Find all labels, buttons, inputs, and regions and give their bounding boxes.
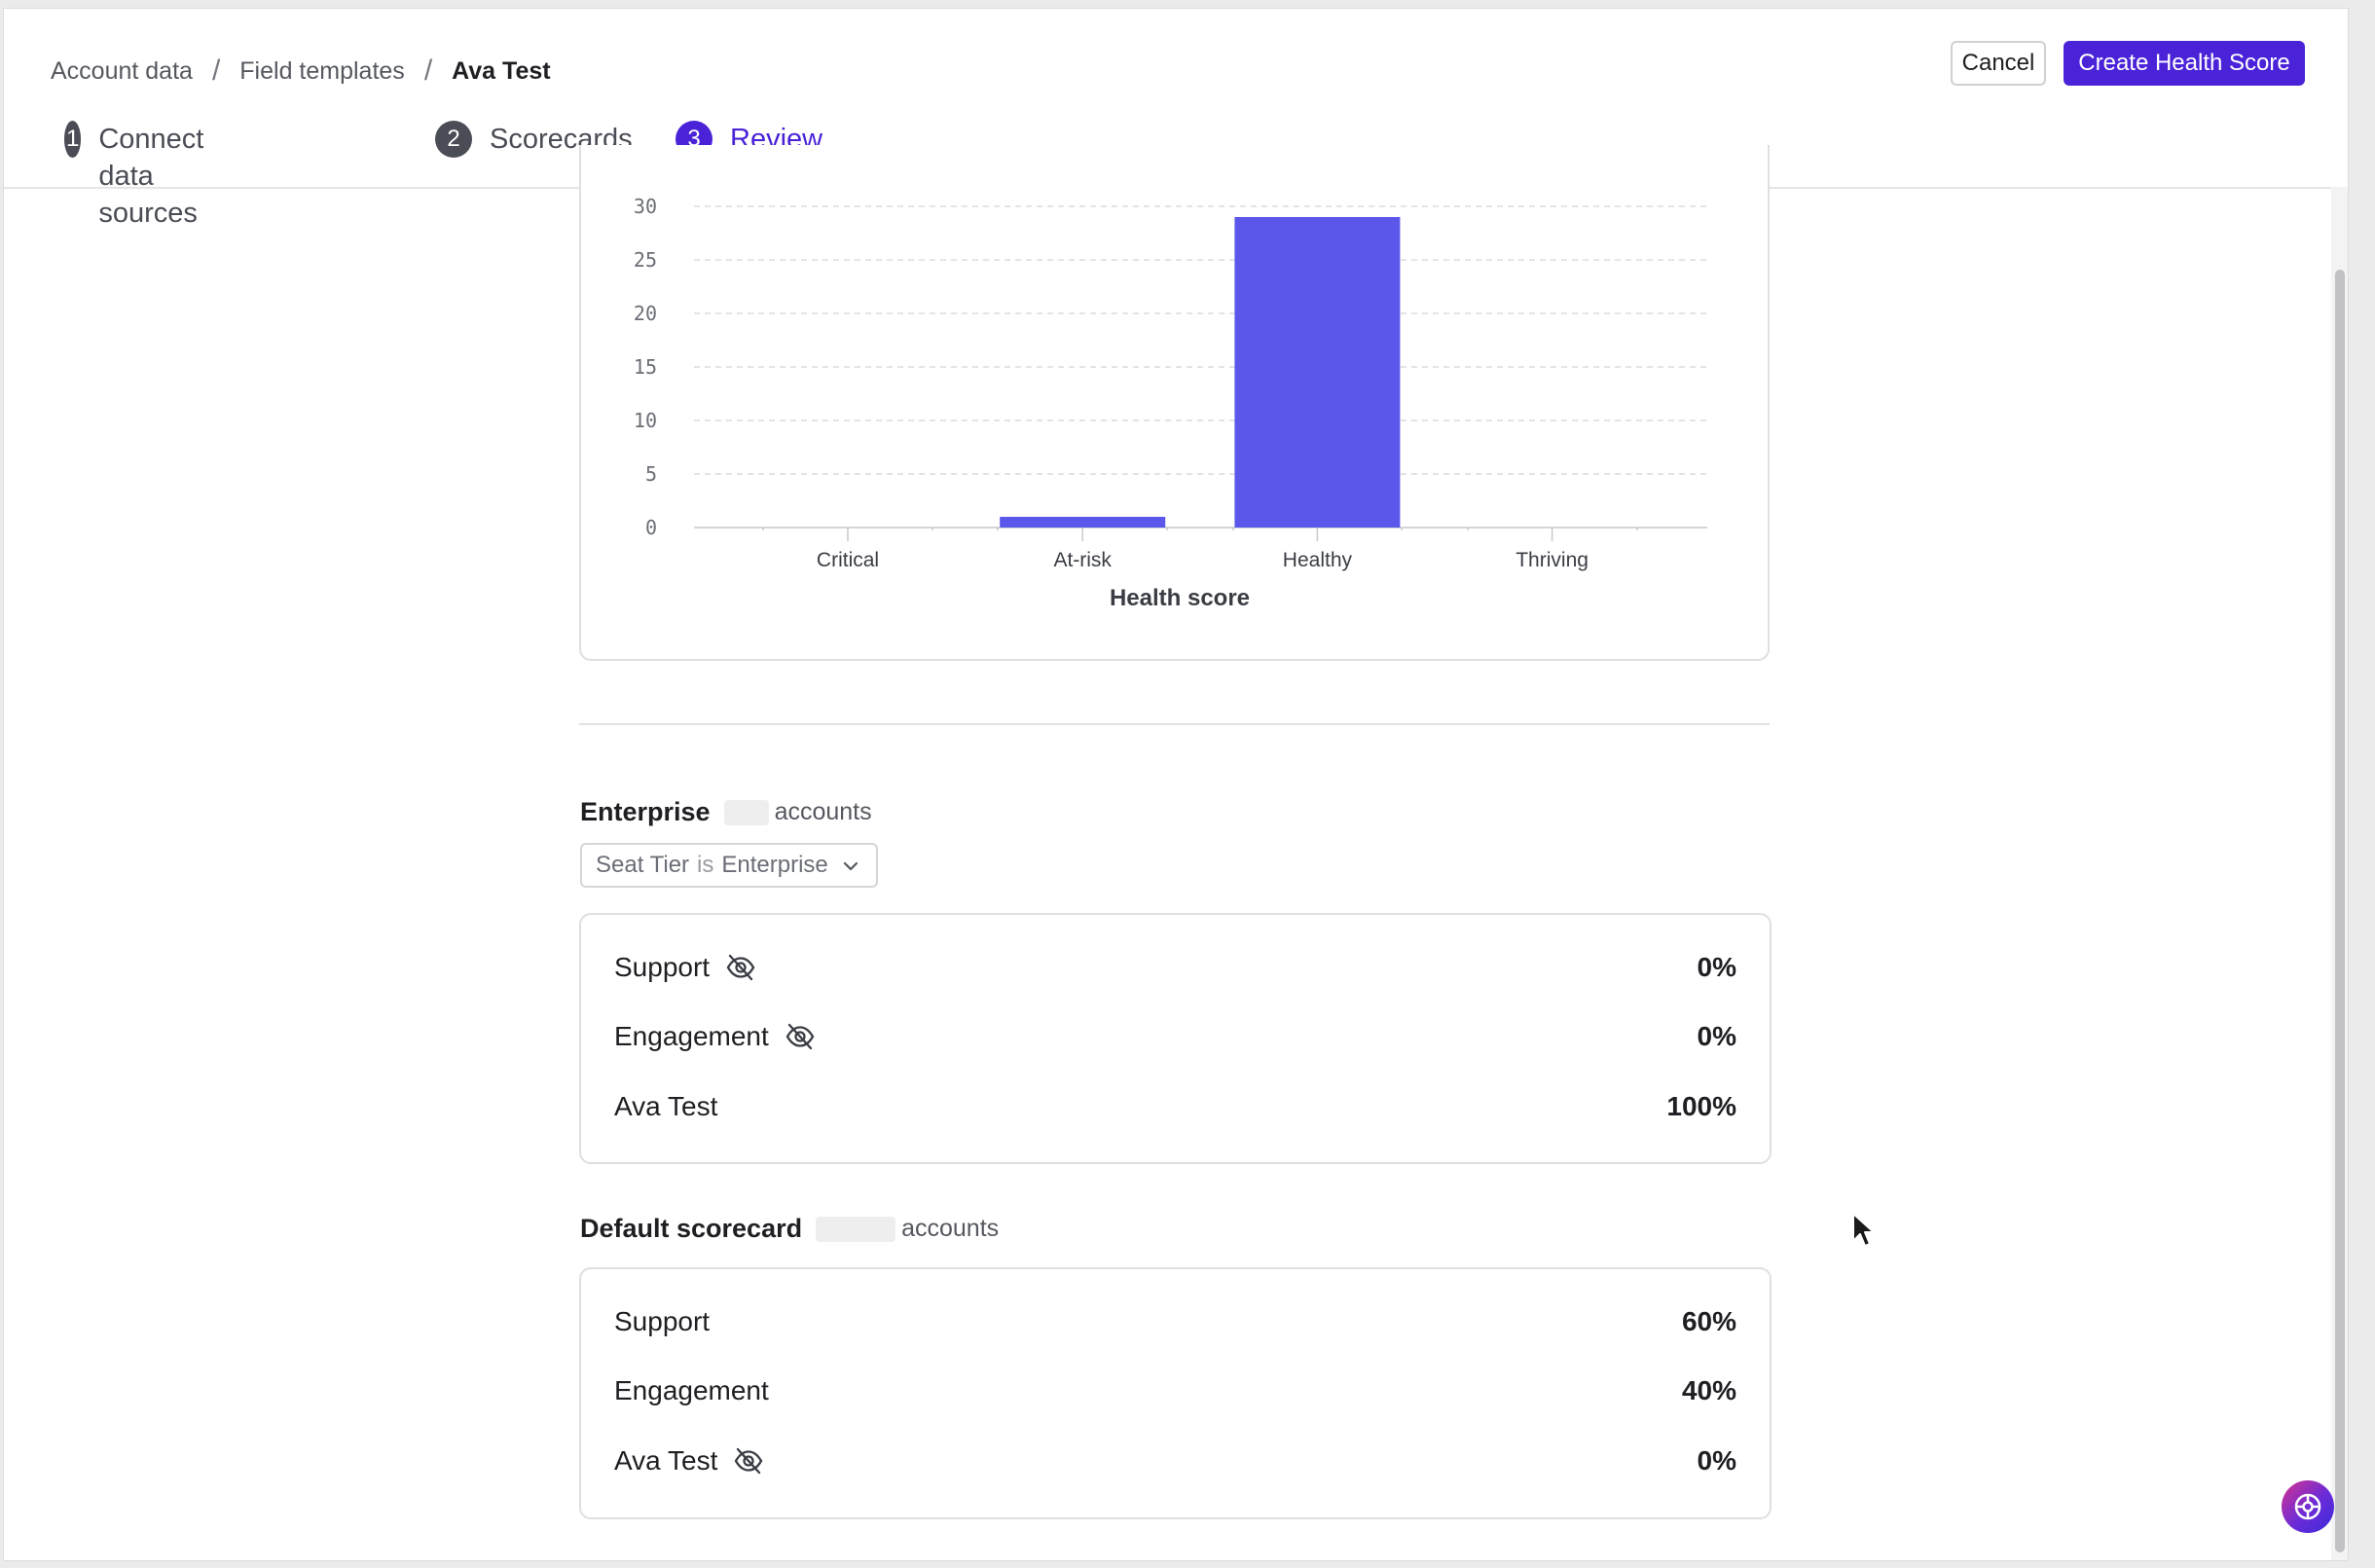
eye-off-icon[interactable] — [733, 1445, 764, 1477]
weight-row: Support 60% — [581, 1302, 1770, 1341]
weight-label: Support — [614, 952, 711, 982]
eye-off-icon[interactable] — [725, 952, 756, 983]
weight-label: Ava Test — [614, 1445, 718, 1476]
breadcrumb-account-data[interactable]: Account data — [51, 56, 193, 85]
y-tick-label: 30 — [634, 195, 657, 218]
weight-name: Support — [614, 1306, 710, 1337]
weight-name: Support — [614, 952, 756, 983]
weight-row: Engagement 40% — [581, 1371, 1770, 1410]
y-tick-label: 10 — [634, 409, 657, 432]
weight-label: Engagement — [614, 1021, 769, 1051]
weight-row: Engagement 0% — [581, 1017, 1770, 1056]
weight-name: Ava Test — [614, 1091, 717, 1122]
chevron-down-icon — [843, 861, 859, 871]
filter-operator: is — [697, 852, 714, 878]
eye-off-icon[interactable] — [785, 1021, 816, 1052]
step-number: 1 — [64, 121, 82, 158]
filter-field: Seat Tier — [596, 852, 690, 878]
breadcrumb-field-templates[interactable]: Field templates — [239, 56, 405, 85]
weight-name: Engagement — [614, 1375, 769, 1406]
mouse-cursor-icon — [1852, 1213, 1875, 1247]
help-widget-button[interactable] — [2282, 1480, 2334, 1533]
help-widget-icon — [2294, 1493, 2321, 1520]
step-label: Connect data sources — [98, 124, 204, 229]
weight-value: 40% — [1681, 1375, 1736, 1405]
scrollbar-thumb[interactable] — [2335, 270, 2345, 1552]
x-tick-label: Critical — [817, 549, 879, 571]
create-health-score-button[interactable]: Create Health Score — [2064, 41, 2305, 86]
segment-name: Default scorecard — [580, 1214, 803, 1243]
weight-value: 0% — [1697, 1445, 1736, 1476]
bar-chart: 0 5 10 15 20 25 30 Critical At-risk Healthy Thrivi… — [634, 195, 1707, 611]
x-axis-title: Health score — [1110, 585, 1250, 611]
enterprise-section-title: Enterprise accounts — [580, 797, 872, 827]
weight-name: Engagement — [614, 1021, 816, 1052]
weight-row: Ava Test 100% — [581, 1087, 1770, 1126]
filter-value: Enterprise — [721, 852, 828, 878]
accounts-label: accounts — [774, 798, 872, 825]
bar-healthy — [1234, 217, 1401, 528]
weight-label: Support — [614, 1306, 711, 1336]
segment-name: Enterprise — [580, 797, 711, 826]
accounts-label: accounts — [901, 1215, 1000, 1242]
x-tick-label: Thriving — [1516, 549, 1589, 571]
y-tick-label: 5 — [645, 462, 657, 486]
weight-label: Engagement — [614, 1375, 769, 1405]
segment-filter-dropdown[interactable]: Seat Tier is Enterprise — [580, 843, 878, 888]
breadcrumb-separator: / — [211, 55, 221, 87]
health-score-distribution-card: 0 5 10 15 20 25 30 Critical At-risk Healthy Thrivi… — [579, 145, 1770, 661]
step-connect-data-sources[interactable]: 1 Connect data sources — [64, 121, 224, 229]
bar-at-risk — [1000, 517, 1166, 528]
weight-value: 0% — [1697, 1021, 1736, 1051]
y-tick-label: 20 — [634, 302, 657, 325]
redacted-account-count — [816, 1216, 896, 1242]
breadcrumb-current: Ava Test — [452, 56, 551, 85]
y-tick-label: 25 — [634, 248, 657, 272]
weight-name: Ava Test — [614, 1445, 764, 1477]
y-tick-label: 0 — [645, 516, 657, 539]
weight-value: 0% — [1697, 952, 1736, 982]
breadcrumb-separator: / — [423, 55, 433, 87]
cancel-button[interactable]: Cancel — [1951, 41, 2046, 86]
x-tick-label: At-risk — [1053, 549, 1112, 571]
enterprise-weights-card: Support 0% Engagement 0% Ava Test 100% — [579, 913, 1772, 1164]
weight-value: 60% — [1681, 1306, 1736, 1336]
app-window: Account data / Field templates / Ava Tes… — [3, 8, 2349, 1561]
section-divider — [579, 723, 1770, 725]
weight-label: Ava Test — [614, 1091, 718, 1121]
step-number: 2 — [435, 121, 472, 158]
weight-value: 100% — [1666, 1091, 1736, 1121]
breadcrumb: Account data / Field templates / Ava Tes… — [51, 52, 551, 91]
y-tick-label: 15 — [634, 355, 657, 379]
redacted-account-count — [723, 799, 769, 825]
weight-row: Ava Test 0% — [581, 1441, 1770, 1480]
step-scorecards[interactable]: 2 Scorecards — [435, 121, 633, 179]
default-scorecard-weights-card: Support 60% Engagement 40% Ava Test 0% — [579, 1267, 1772, 1519]
x-tick-label: Healthy — [1283, 549, 1353, 571]
default-scorecard-section-title: Default scorecard accounts — [580, 1214, 999, 1244]
weight-row: Support 0% — [581, 948, 1770, 987]
